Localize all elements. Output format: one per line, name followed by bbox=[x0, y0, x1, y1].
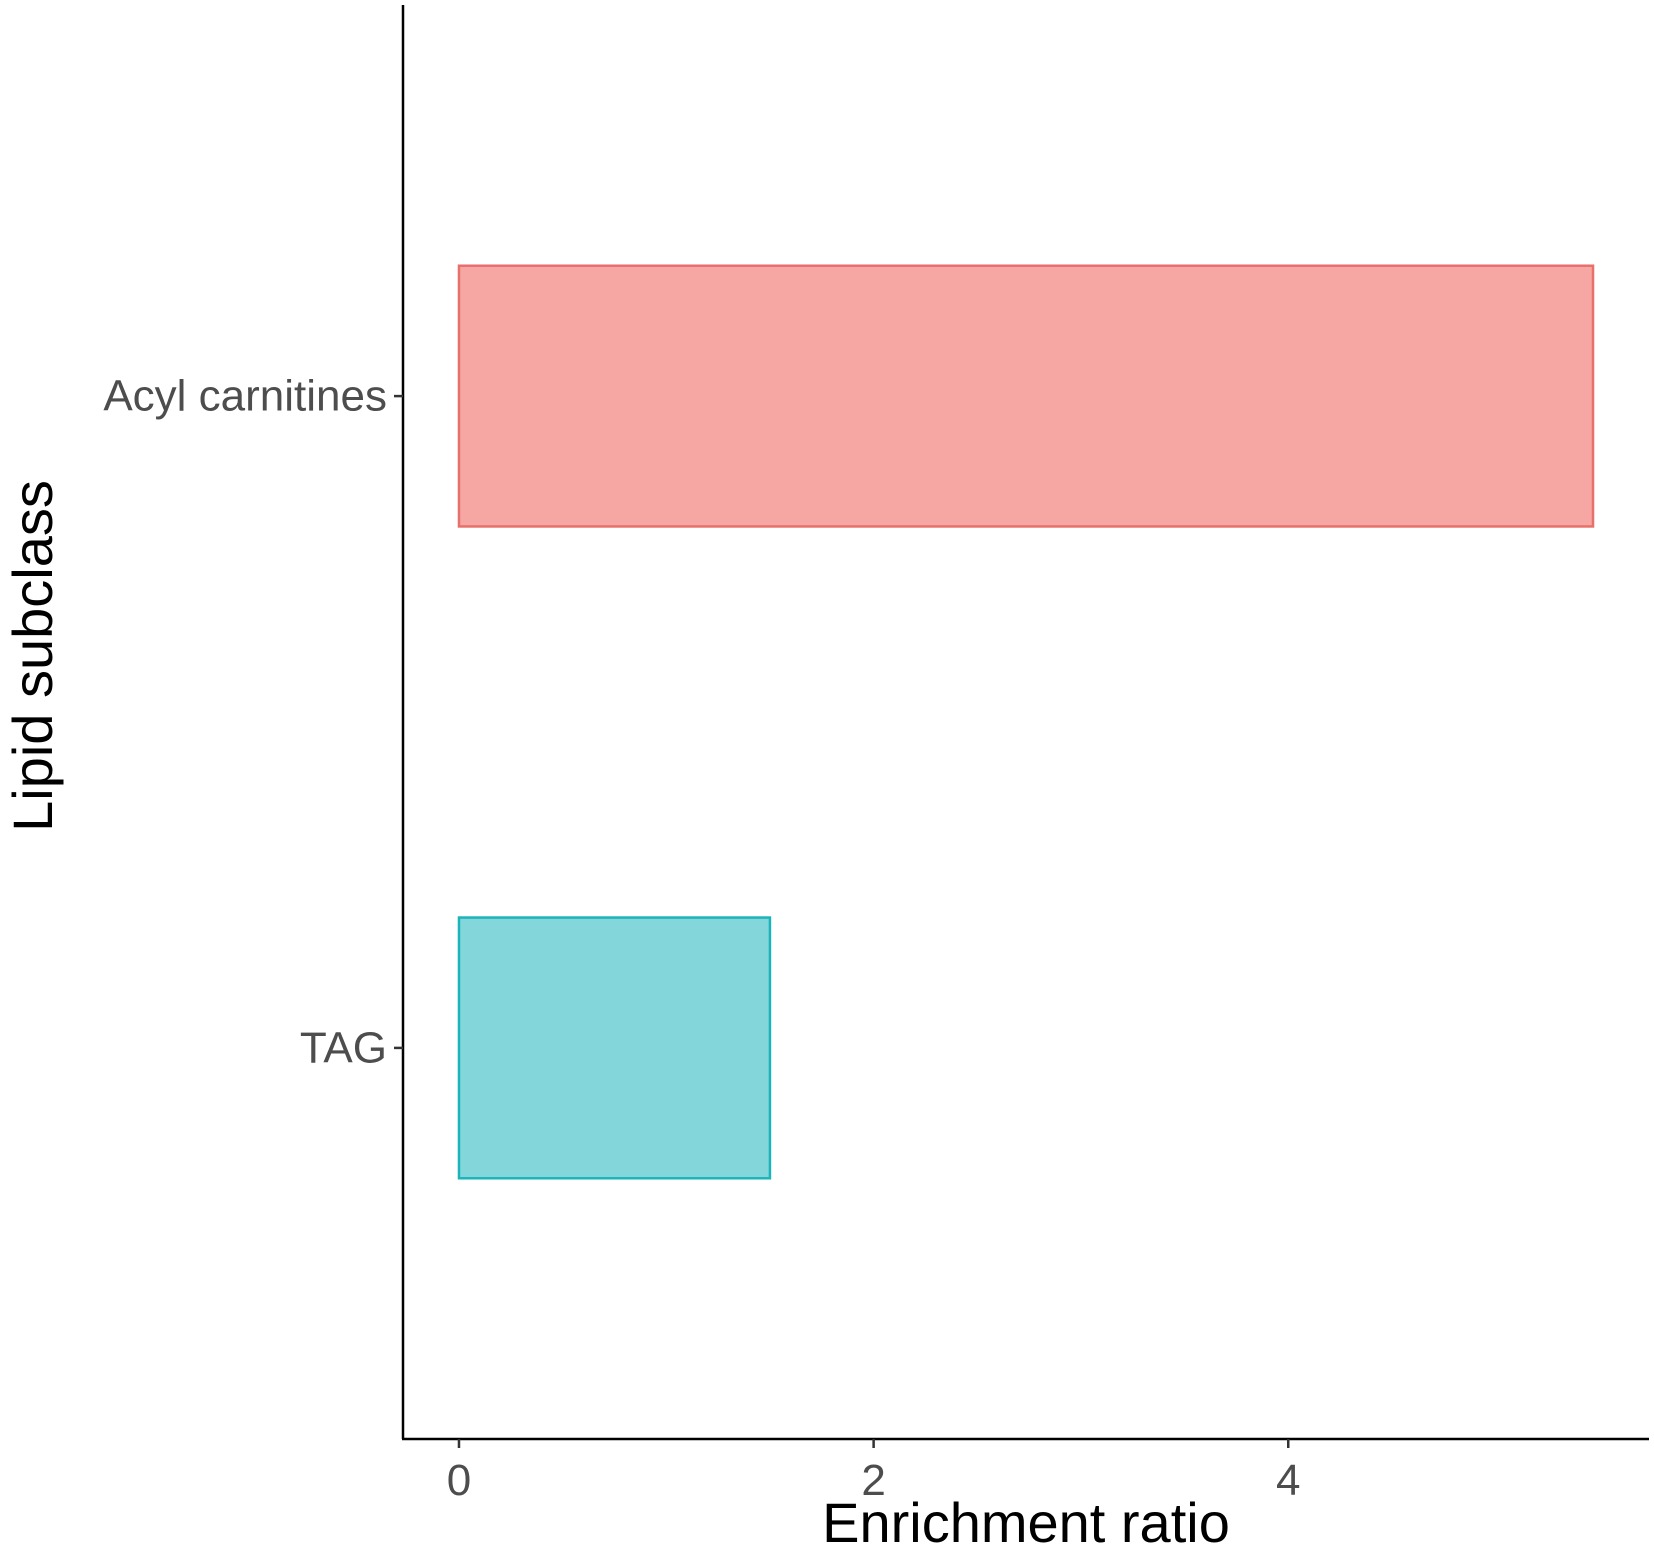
x-axis-title: Enrichment ratio bbox=[822, 1491, 1230, 1554]
y-axis-ticks: Acyl carnitines TAG bbox=[103, 372, 403, 1072]
y-tick-label-acyl-carnitines: Acyl carnitines bbox=[103, 372, 387, 421]
bars bbox=[457, 264, 1595, 1180]
bar-tag bbox=[457, 916, 772, 1180]
x-tick-label-2: 2 bbox=[861, 1456, 885, 1505]
x-axis-ticks: 0 2 4 bbox=[447, 1439, 1301, 1505]
y-tick-label-tag: TAG bbox=[300, 1023, 387, 1072]
y-axis-title: Lipid subclass bbox=[1, 480, 64, 832]
x-tick-label-0: 0 bbox=[447, 1456, 471, 1505]
x-tick-label-4: 4 bbox=[1276, 1456, 1300, 1505]
bar-acyl-carnitines bbox=[457, 264, 1595, 528]
